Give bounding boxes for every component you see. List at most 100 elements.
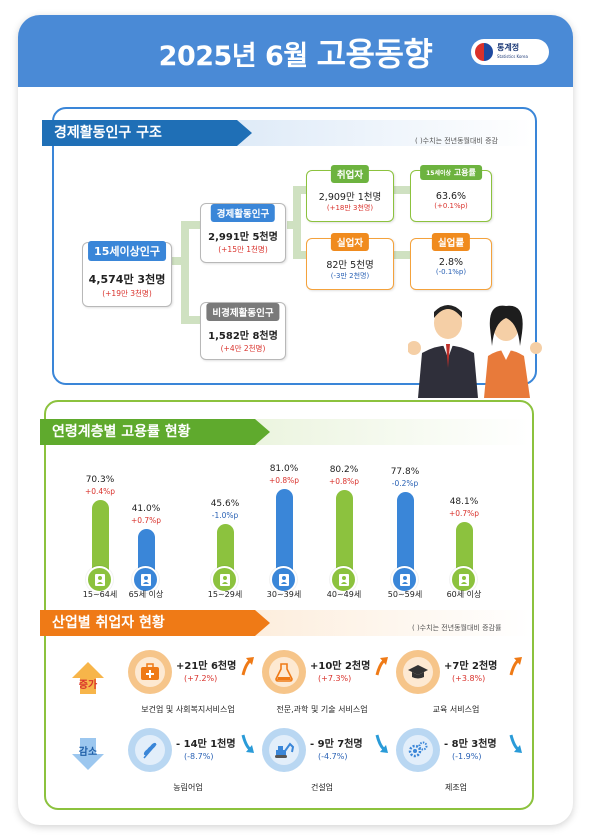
pop15-change: (+19만 3천명) <box>102 289 152 298</box>
industry-name: 전문,과학 및 기술 서비스업 <box>276 705 368 714</box>
section1-title: 경제활동인구 구조 <box>42 120 252 146</box>
age-bar <box>276 489 293 570</box>
unemployed-value: 82만 5천명 <box>326 260 374 271</box>
person-icon <box>450 566 477 593</box>
age-group-label: 65세 이상 <box>128 590 164 599</box>
industry-count: - 9만 7천명 <box>310 739 363 750</box>
industry-icon-ring <box>262 728 306 772</box>
age-group-label: 15~29세 <box>207 590 243 599</box>
industry-pct: (-1.9%) <box>452 752 482 761</box>
graduation-cap-icon <box>403 657 433 687</box>
industry-icon-ring <box>128 728 172 772</box>
age-change-label: -1.0%p <box>211 511 239 521</box>
person-icon <box>211 566 238 593</box>
econ-active-value: 2,991만 5천명 <box>208 232 278 243</box>
flask-icon <box>269 657 299 687</box>
industry-icon-ring <box>396 728 440 772</box>
age-pct-label: 81.0% <box>269 464 299 474</box>
industry-count: - 14만 1천명 <box>176 739 236 750</box>
employed-value: 2,909만 1천명 <box>318 192 382 203</box>
unemp-rate-box: 실업률 2.8% (-0.1%p) <box>410 233 492 290</box>
industry-pct: (+3.8%) <box>452 674 486 683</box>
non-active-change: (+4만 2천명) <box>220 344 266 353</box>
employed-box: 취업자 2,909만 1천명 (+18만 3천명) <box>306 165 394 222</box>
age-group-label: 40~49세 <box>326 590 362 599</box>
age-group-label: 50~59세 <box>387 590 423 599</box>
industry-count: +7만 2천명 <box>444 661 498 672</box>
age-change-label: +0.4%p <box>84 486 116 496</box>
unemp-rate-value: 2.8% <box>438 257 464 268</box>
non-active-box: 비경제활동인구 1,582만 8천명 (+4만 2천명) <box>200 302 286 360</box>
gears-icon <box>403 735 433 765</box>
arrow-down-icon <box>240 733 256 759</box>
pop15-box: 15세이상인구 4,574만 3천명 (+19만 3천명) <box>82 241 172 307</box>
arrow-up-icon <box>374 655 390 681</box>
decrease-badge: 감소 <box>70 736 106 772</box>
age-group-label: 60세 이상 <box>446 590 482 599</box>
increase-badge: 증가 <box>70 660 106 696</box>
industry-name: 교육 서비스업 <box>432 705 480 714</box>
industry-pct: (-4.7%) <box>318 752 348 761</box>
non-active-value: 1,582만 8천명 <box>208 331 278 342</box>
age-change-label: +0.8%p <box>268 476 300 485</box>
age-bar <box>217 524 234 570</box>
section1-note: ( )수치는 전년동월대비 증감 <box>415 137 498 145</box>
age-change-label: -0.2%p <box>391 479 419 489</box>
age-bar <box>138 529 155 570</box>
unemp-rate-change: (-0.1%p) <box>435 268 467 276</box>
medical-kit-icon <box>135 657 165 687</box>
industry-item: +7만 2천명 (+3.8%) 교육 서비스업 <box>396 650 526 720</box>
industry-item: - 8만 3천명 (-1.9%) 제조업 <box>396 728 526 798</box>
section-economic-population <box>52 107 537 385</box>
pop15-value: 4,574만 3천명 <box>88 273 166 286</box>
taegeuk-icon <box>475 43 493 61</box>
arrow-up-icon <box>508 655 524 681</box>
emp-rate-label: 15세이상 고용률 <box>420 165 482 180</box>
age-bar <box>397 492 414 570</box>
person-icon <box>86 566 113 593</box>
age-change-label: +0.8%p <box>328 476 360 486</box>
page-title: 2025년 6월 고용동향 <box>158 35 433 73</box>
unemp-rate-label: 실업률 <box>431 233 471 251</box>
person-icon <box>270 566 297 593</box>
person-icon <box>132 566 159 593</box>
industry-item: - 14만 1천명 (-8.7%) 농림어업 <box>128 728 258 798</box>
emp-rate-box: 15세이상 고용률 63.6% (+0.1%p) <box>410 165 492 222</box>
statistics-korea-logo: 통계정 Statistics Korea <box>471 39 549 65</box>
industry-item: +21만 6천명 (+7.2%) 보건업 및 사회복지서비스업 <box>128 650 258 720</box>
industry-icon-ring <box>262 650 306 694</box>
unemployed-change: (-3만 2천명) <box>330 272 370 280</box>
industry-pct: (+7.3%) <box>318 674 352 683</box>
age-pct-label: 48.1% <box>449 496 479 507</box>
wheat-icon <box>135 735 165 765</box>
age-pct-label: 80.2% <box>329 464 359 475</box>
section-age-employment <box>44 400 534 810</box>
age-pct-label: 70.3% <box>85 474 115 485</box>
age-bar <box>456 521 473 570</box>
industry-name: 제조업 <box>444 783 468 792</box>
age-group-label: 30~39세 <box>266 590 302 599</box>
unemployed-label: 실업자 <box>330 233 370 251</box>
industry-pct: (+7.2%) <box>184 674 218 683</box>
industry-item: - 9만 7천명 (-4.7%) 건설업 <box>262 728 392 798</box>
industry-item: +10만 2천명 (+7.3%) 전문,과학 및 기술 서비스업 <box>262 650 392 720</box>
age-group-label: 15~64세 <box>82 590 118 599</box>
industry-count: +10만 2천명 <box>310 661 371 672</box>
employed-change: (+18만 3천명) <box>326 204 374 212</box>
section2-title: 연령계층별 고용률 현황 <box>40 419 270 445</box>
workers-illustration <box>408 305 542 398</box>
pop15-label: 15세이상인구 <box>88 241 166 261</box>
industry-icon-ring <box>396 650 440 694</box>
econ-active-change: (+15만 1천명) <box>218 245 268 254</box>
age-bar <box>92 499 109 570</box>
industry-count: - 8만 3천명 <box>444 739 497 750</box>
arrow-up-icon <box>240 655 256 681</box>
industry-name: 보건업 및 사회복지서비스업 <box>141 705 235 714</box>
employed-label: 취업자 <box>330 165 370 183</box>
age-pct-label: 45.6% <box>210 499 240 510</box>
industry-name: 농림어업 <box>173 783 203 792</box>
age-change-label: +0.7%p <box>130 516 162 525</box>
industry-name: 건설업 <box>310 783 334 792</box>
emp-rate-value: 63.6% <box>435 191 467 202</box>
